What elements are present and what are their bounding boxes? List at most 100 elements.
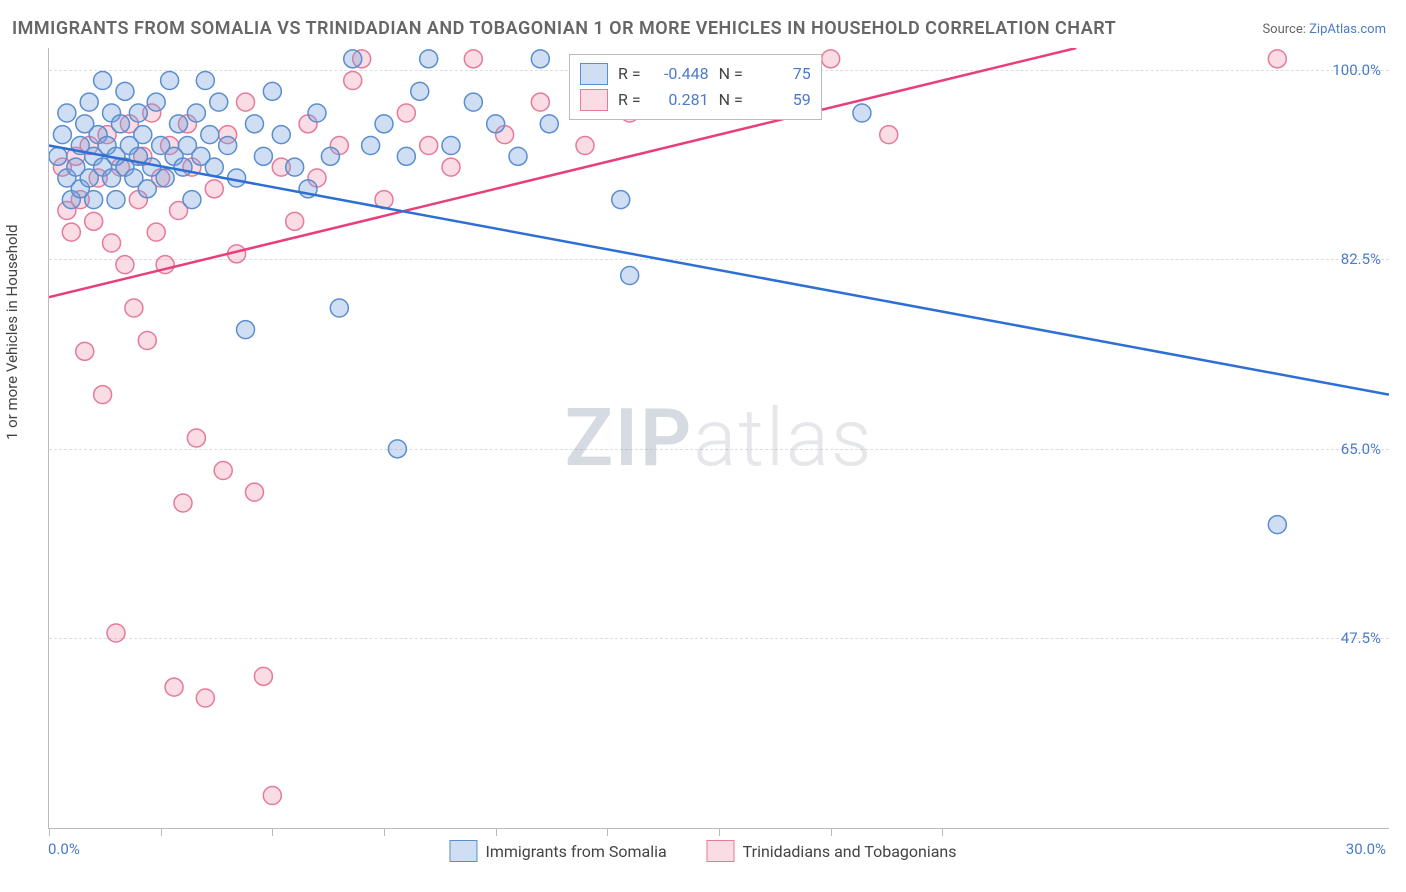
data-point-series1 bbox=[210, 93, 228, 111]
data-point-series2 bbox=[103, 234, 121, 252]
data-point-series2 bbox=[1268, 50, 1286, 68]
data-point-series1 bbox=[116, 82, 134, 100]
data-point-series1 bbox=[85, 191, 103, 209]
data-point-series1 bbox=[375, 115, 393, 133]
source-attribution: Source: ZipAtlas.com bbox=[1262, 22, 1386, 37]
data-point-series2 bbox=[85, 212, 103, 230]
y-axis-title: 1 or more Vehicles in Household bbox=[3, 224, 21, 440]
data-point-series1 bbox=[187, 104, 205, 122]
data-point-series2 bbox=[531, 93, 549, 111]
data-point-series2 bbox=[147, 223, 165, 241]
x-axis-min-label: 0.0% bbox=[48, 840, 80, 858]
data-point-series1 bbox=[205, 158, 223, 176]
data-point-series2 bbox=[420, 137, 438, 155]
data-point-series2 bbox=[196, 689, 214, 707]
data-point-series2 bbox=[214, 462, 232, 480]
data-point-series1 bbox=[254, 147, 272, 165]
legend-swatch-pink bbox=[707, 840, 735, 862]
legend-swatch-blue bbox=[449, 840, 477, 862]
data-point-series2 bbox=[62, 223, 80, 241]
data-point-series1 bbox=[53, 126, 71, 144]
data-point-series2 bbox=[442, 158, 460, 176]
data-point-series1 bbox=[388, 440, 406, 458]
x-tick bbox=[384, 828, 385, 836]
data-point-series2 bbox=[880, 126, 898, 144]
data-point-series1 bbox=[853, 104, 871, 122]
data-point-series2 bbox=[237, 93, 255, 111]
data-point-series1 bbox=[183, 191, 201, 209]
data-point-series1 bbox=[219, 137, 237, 155]
data-point-series2 bbox=[254, 667, 272, 685]
data-point-series1 bbox=[411, 82, 429, 100]
data-point-series1 bbox=[330, 299, 348, 317]
data-point-series2 bbox=[397, 104, 415, 122]
data-point-series1 bbox=[531, 50, 549, 68]
data-point-series2 bbox=[138, 332, 156, 350]
x-tick bbox=[942, 828, 943, 836]
data-point-series2 bbox=[125, 299, 143, 317]
data-point-series1 bbox=[308, 104, 326, 122]
n-value-2: 59 bbox=[753, 87, 811, 113]
source-value: ZipAtlas.com bbox=[1309, 22, 1386, 37]
plot-area: 47.5%65.0%82.5%100.0% ZIPatlas R = -0.44… bbox=[48, 48, 1389, 829]
data-point-series1 bbox=[362, 137, 380, 155]
data-point-series1 bbox=[201, 126, 219, 144]
trend-line-series1 bbox=[49, 146, 1389, 395]
data-point-series1 bbox=[487, 115, 505, 133]
data-point-series1 bbox=[397, 147, 415, 165]
data-point-series1 bbox=[442, 137, 460, 155]
data-point-series2 bbox=[822, 50, 840, 68]
data-point-series1 bbox=[420, 50, 438, 68]
data-point-series1 bbox=[80, 93, 98, 111]
x-tick bbox=[719, 828, 720, 836]
r-value-1: -0.448 bbox=[651, 61, 709, 87]
data-point-series2 bbox=[116, 256, 134, 274]
data-point-series1 bbox=[147, 93, 165, 111]
n-label: N = bbox=[719, 61, 743, 87]
data-point-series2 bbox=[245, 483, 263, 501]
data-point-series1 bbox=[94, 72, 112, 90]
data-point-series2 bbox=[286, 212, 304, 230]
data-point-series1 bbox=[156, 169, 174, 187]
r-label: R = bbox=[618, 61, 641, 87]
data-point-series1 bbox=[161, 72, 179, 90]
series-legend: Immigrants from Somalia Trinidadians and… bbox=[449, 840, 956, 862]
n-label: N = bbox=[719, 87, 743, 113]
legend-label-2: Trinidadians and Tobagonians bbox=[743, 842, 957, 861]
x-tick bbox=[272, 828, 273, 836]
n-value-1: 75 bbox=[753, 61, 811, 87]
legend-item-1: Immigrants from Somalia bbox=[449, 840, 666, 862]
data-point-series1 bbox=[1268, 516, 1286, 534]
data-point-series1 bbox=[138, 180, 156, 198]
data-point-series2 bbox=[263, 787, 281, 805]
swatch-pink bbox=[580, 89, 608, 111]
legend-label-1: Immigrants from Somalia bbox=[485, 842, 666, 861]
data-point-series1 bbox=[464, 93, 482, 111]
data-point-series2 bbox=[76, 342, 94, 360]
x-tick bbox=[161, 828, 162, 836]
x-axis-max-label: 30.0% bbox=[1346, 840, 1386, 858]
data-point-series1 bbox=[111, 115, 129, 133]
chart-title: IMMIGRANTS FROM SOMALIA VS TRINIDADIAN A… bbox=[12, 18, 1116, 39]
data-point-series1 bbox=[129, 104, 147, 122]
correlation-row-2: R = 0.281 N = 59 bbox=[580, 87, 811, 113]
data-point-series1 bbox=[134, 126, 152, 144]
data-point-series1 bbox=[196, 72, 214, 90]
data-point-series2 bbox=[205, 180, 223, 198]
data-point-series1 bbox=[321, 147, 339, 165]
data-point-series1 bbox=[58, 104, 76, 122]
correlation-row-1: R = -0.448 N = 75 bbox=[580, 61, 811, 87]
data-point-series1 bbox=[612, 191, 630, 209]
data-point-series1 bbox=[621, 267, 639, 285]
data-point-series1 bbox=[344, 50, 362, 68]
x-tick bbox=[607, 828, 608, 836]
data-point-series2 bbox=[344, 72, 362, 90]
data-point-series1 bbox=[170, 115, 188, 133]
swatch-blue bbox=[580, 63, 608, 85]
data-point-series1 bbox=[286, 158, 304, 176]
data-point-series2 bbox=[165, 678, 183, 696]
data-point-series2 bbox=[464, 50, 482, 68]
x-tick bbox=[831, 828, 832, 836]
legend-item-2: Trinidadians and Tobagonians bbox=[707, 840, 957, 862]
data-point-series1 bbox=[174, 158, 192, 176]
